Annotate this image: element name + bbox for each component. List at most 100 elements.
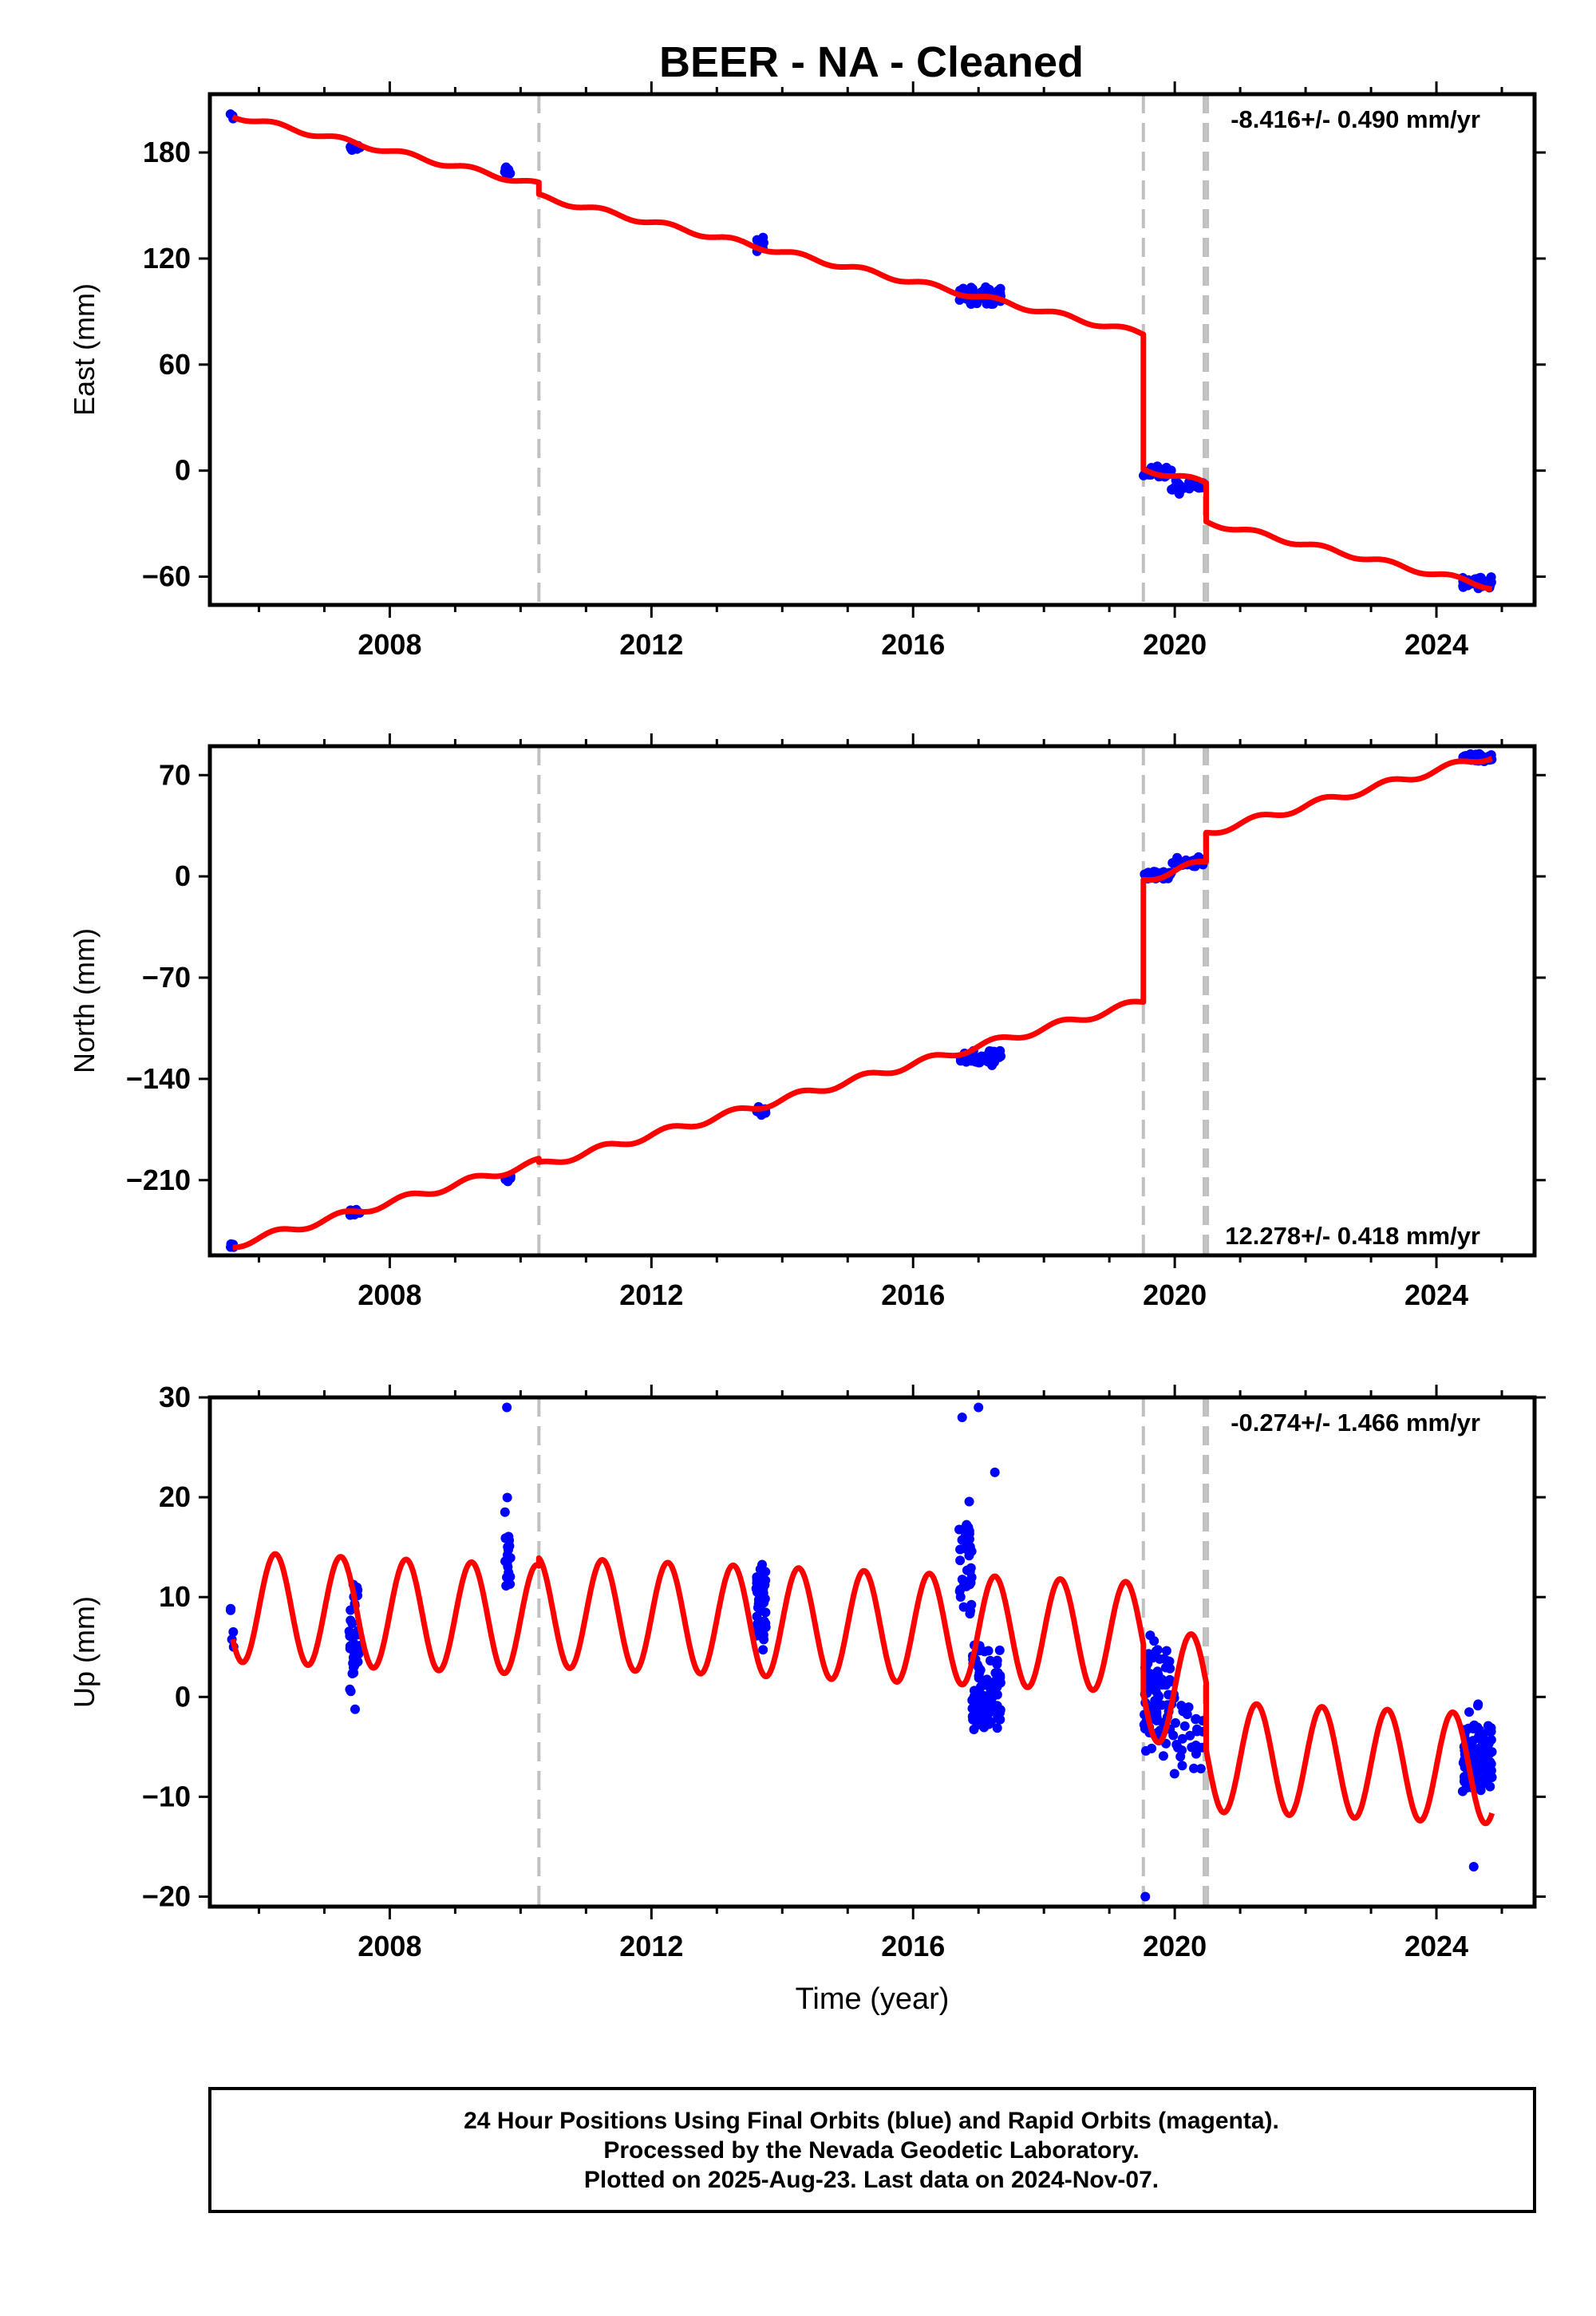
panel-east: −60 0 60 120 180 2008 2012 2016 2020 2024 East (mm… [68, 81, 1546, 661]
rate-label: -0.274+/- 1.466 mm/yr [1231, 1409, 1480, 1437]
y-axis-label: Up (mm) [68, 1596, 101, 1708]
data-point [986, 1052, 996, 1062]
data-point [995, 1678, 1005, 1688]
data-point [757, 1575, 767, 1585]
plot-area [226, 749, 1497, 1252]
footer-box: 24 Hour Positions Using Final Orbits (bl… [208, 2087, 1536, 2213]
data-point [1152, 461, 1163, 472]
data-point [982, 1674, 992, 1685]
data-point [350, 1704, 360, 1714]
data-point [1177, 1761, 1187, 1771]
data-point [501, 1580, 512, 1591]
data-point [990, 1668, 1001, 1678]
data-point [1150, 867, 1160, 877]
rate-label: -8.416+/- 0.490 mm/yr [1231, 105, 1480, 133]
data-point [1464, 1707, 1475, 1717]
data-point [1164, 1674, 1175, 1685]
data-point [1461, 1783, 1472, 1793]
footer-line-1: 24 Hour Positions Using Final Orbits (bl… [464, 2108, 1279, 2134]
data-point [1191, 1740, 1201, 1750]
data-point [972, 1659, 982, 1670]
data-point [981, 282, 991, 292]
y-tick-label: 0 [175, 860, 191, 892]
data-point [958, 1602, 969, 1612]
y-tick-label: 0 [175, 454, 191, 487]
data-point [974, 1402, 984, 1413]
y-tick-label: −70 [142, 961, 191, 994]
data-point [1182, 1709, 1192, 1720]
data-point [1168, 1730, 1179, 1741]
data-point [990, 1467, 1000, 1477]
plot-area [225, 1402, 1497, 1902]
data-point [347, 1640, 358, 1650]
data-point [1159, 1654, 1169, 1664]
data-point [502, 1558, 512, 1568]
data-point [1485, 1781, 1495, 1792]
data-point [1474, 1725, 1484, 1735]
y-tick-label: 30 [159, 1381, 191, 1413]
x-tick-label: 2008 [358, 628, 421, 661]
data-point [1486, 1735, 1496, 1745]
data-point [1176, 1701, 1187, 1711]
footer-line-2: Processed by the Nevada Geodetic Laborat… [603, 2137, 1139, 2164]
data-point [225, 109, 235, 119]
data-point [970, 1690, 980, 1701]
data-point [1143, 868, 1153, 878]
data-point [984, 1709, 994, 1719]
data-point [966, 1563, 976, 1573]
data-point [972, 1720, 982, 1730]
data-points [225, 109, 1496, 594]
data-point [1156, 1700, 1167, 1710]
data-point [1486, 1759, 1496, 1769]
data-point [501, 164, 512, 175]
data-point [1476, 1773, 1487, 1784]
data-point [992, 1723, 1002, 1733]
y-tick-label: −20 [142, 1879, 191, 1912]
data-point [752, 1611, 762, 1622]
rate-label: 12.278+/- 0.418 mm/yr [1225, 1222, 1480, 1250]
panel-frame [207, 744, 1537, 1258]
data-point [1179, 483, 1190, 493]
data-point [1472, 1701, 1483, 1711]
data-point [986, 1717, 996, 1727]
data-point [504, 1544, 514, 1555]
data-point [758, 1645, 768, 1655]
data-point [995, 1714, 1005, 1725]
figure-title: BEER - NA - Cleaned [659, 38, 1084, 86]
x-tick-label: 2020 [1143, 1930, 1207, 1962]
data-point [965, 1579, 975, 1590]
y-tick-label: 60 [159, 348, 191, 381]
data-point [1177, 1733, 1187, 1744]
data-point [955, 1555, 966, 1566]
data-point [1179, 1721, 1190, 1731]
x-tick-label: 2012 [619, 1279, 683, 1311]
data-point [1195, 1764, 1206, 1774]
data-point [1172, 1742, 1183, 1753]
data-point [1167, 484, 1178, 495]
model-line [231, 755, 1495, 1251]
data-point [965, 1608, 975, 1618]
data-point [759, 1616, 769, 1626]
data-point [752, 1587, 762, 1597]
data-point [1150, 1713, 1160, 1723]
data-point [965, 1542, 975, 1552]
data-point [955, 1584, 966, 1595]
x-tick-label: 2012 [619, 1930, 683, 1962]
y-tick-label: −60 [142, 560, 191, 593]
data-point [957, 1413, 967, 1423]
x-tick-label: 2020 [1143, 628, 1207, 661]
data-point [978, 1698, 988, 1709]
data-point [1152, 1645, 1163, 1655]
data-point [1161, 1646, 1171, 1656]
y-tick-label: 120 [143, 242, 191, 275]
data-point [502, 1492, 512, 1503]
data-point [1145, 1630, 1156, 1641]
data-point [993, 286, 1003, 296]
data-point [1158, 1751, 1168, 1761]
data-point [502, 1402, 512, 1413]
data-point [1192, 1726, 1203, 1737]
x-tick-label: 2024 [1404, 1279, 1468, 1311]
x-tick-label: 2012 [619, 628, 683, 661]
data-point [1171, 1717, 1181, 1728]
